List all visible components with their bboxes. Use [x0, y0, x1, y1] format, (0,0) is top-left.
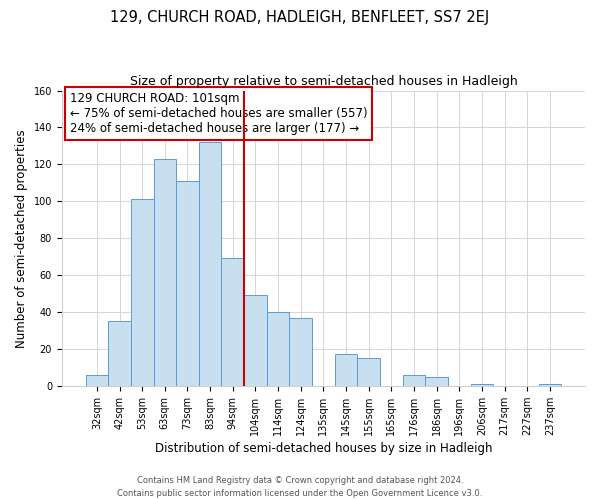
- Bar: [199, 142, 221, 386]
- Bar: [108, 321, 131, 386]
- Bar: [425, 376, 448, 386]
- Bar: [176, 181, 199, 386]
- Text: Contains HM Land Registry data © Crown copyright and database right 2024.
Contai: Contains HM Land Registry data © Crown c…: [118, 476, 482, 498]
- X-axis label: Distribution of semi-detached houses by size in Hadleigh: Distribution of semi-detached houses by …: [155, 442, 492, 455]
- Bar: [131, 200, 154, 386]
- Text: 129 CHURCH ROAD: 101sqm
← 75% of semi-detached houses are smaller (557)
24% of s: 129 CHURCH ROAD: 101sqm ← 75% of semi-de…: [70, 92, 367, 135]
- Bar: [267, 312, 289, 386]
- Y-axis label: Number of semi-detached properties: Number of semi-detached properties: [15, 129, 28, 348]
- Bar: [358, 358, 380, 386]
- Bar: [289, 318, 312, 386]
- Bar: [154, 159, 176, 386]
- Bar: [86, 375, 108, 386]
- Bar: [539, 384, 561, 386]
- Title: Size of property relative to semi-detached houses in Hadleigh: Size of property relative to semi-detach…: [130, 75, 517, 88]
- Text: 129, CHURCH ROAD, HADLEIGH, BENFLEET, SS7 2EJ: 129, CHURCH ROAD, HADLEIGH, BENFLEET, SS…: [110, 10, 490, 25]
- Bar: [470, 384, 493, 386]
- Bar: [221, 258, 244, 386]
- Bar: [403, 375, 425, 386]
- Bar: [244, 296, 267, 386]
- Bar: [335, 354, 358, 386]
